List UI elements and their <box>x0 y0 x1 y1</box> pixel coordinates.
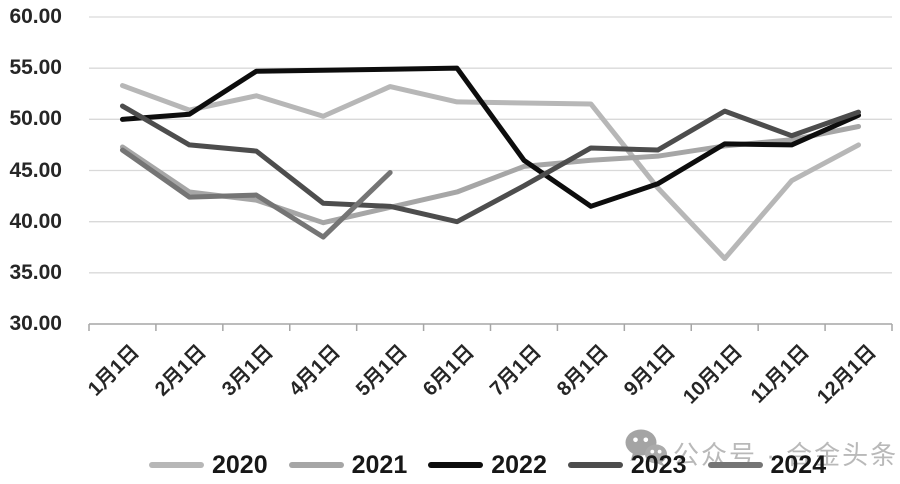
legend-swatch-2020 <box>149 462 204 468</box>
y-axis-tick-label: 50.00 <box>9 107 62 131</box>
legend-label: 2024 <box>770 451 827 479</box>
y-axis-tick-label: 30.00 <box>9 312 62 335</box>
legend-swatch-2021 <box>288 462 344 468</box>
legend-swatch-2023 <box>567 462 623 468</box>
series-line-2022 <box>119 65 862 209</box>
series-line-2020 <box>119 83 862 262</box>
y-axis-tick-label: 35.00 <box>9 260 62 284</box>
legend-swatch-2022 <box>428 462 484 468</box>
legend-swatch-2024 <box>707 462 763 468</box>
legend-label: 2022 <box>491 451 547 479</box>
legend-item-2024: 2024 <box>707 450 827 480</box>
series-line-2024 <box>119 147 393 240</box>
chart-legend: 2020 2021 2022 2023 2024 <box>149 449 826 481</box>
legend-item-2023: 2023 <box>567 450 687 480</box>
legend-item-2022: 2022 <box>428 450 547 480</box>
legend-label: 2020 <box>212 451 268 479</box>
series-line-2023 <box>119 103 862 225</box>
y-axis-tick-label: 45.00 <box>9 158 62 182</box>
y-axis-tick-label: 40.00 <box>9 209 62 233</box>
legend-label: 2021 <box>351 451 408 479</box>
legend-label: 2023 <box>630 451 687 479</box>
series-line-2021 <box>119 123 862 226</box>
legend-item-2021: 2021 <box>288 450 408 480</box>
y-axis-tick-label: 55.00 <box>9 56 62 80</box>
y-axis-tick-label: 60.00 <box>9 5 62 28</box>
wechat-icon <box>625 429 667 467</box>
legend-item-2020: 2020 <box>149 450 268 480</box>
watermark: 公众号 · 合金头条 <box>624 428 898 472</box>
